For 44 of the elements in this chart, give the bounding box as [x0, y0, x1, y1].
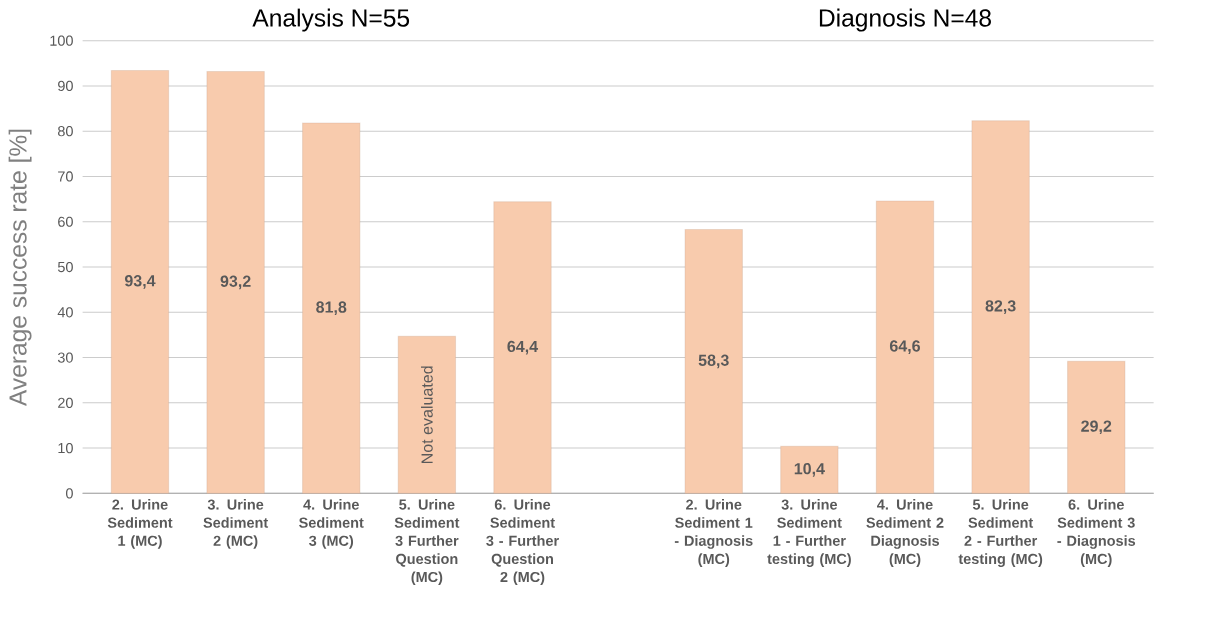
- bar: [780, 445, 839, 494]
- text: Analysis N=55: [252, 8, 410, 32]
- y-tick-label: 70: [58, 171, 73, 182]
- y-tick-label: 80: [58, 126, 73, 137]
- x-tick-label: 5. Urine Sediment 2 - Further testing (MC): [958, 499, 1043, 567]
- data-label: 58,3: [698, 354, 729, 369]
- x-tick-label: 6. Urine Sediment 3 - Further Question 2 (MC): [486, 499, 559, 586]
- y-tick-label: 20: [58, 397, 73, 408]
- y-tick-label: 90: [58, 80, 73, 92]
- y-tick-label: 40: [57, 307, 73, 318]
- bar: [110, 70, 170, 494]
- bar: [875, 200, 935, 494]
- data-label: 10,4: [794, 463, 825, 477]
- data-label: 29,2: [1081, 420, 1112, 435]
- data-label: 93,2: [220, 275, 251, 290]
- y-tick-label: 50: [57, 261, 73, 273]
- bar: [1067, 360, 1126, 494]
- y-tick-label: 60: [58, 216, 73, 227]
- bar: [397, 335, 457, 494]
- x-tick-label: 4. Urine Sediment 2 Diagnosis (MC): [866, 499, 944, 567]
- bar: [493, 201, 552, 494]
- x-tick-label: 4. Urine Sediment 3 (MC): [299, 499, 364, 549]
- text: Diagnosis N=48: [819, 8, 991, 32]
- bar: [302, 122, 361, 494]
- bar: [206, 70, 265, 494]
- x-tick-label: 3. Urine Sediment 1 - Further testing (MC): [767, 499, 851, 567]
- data-label: 82,3: [985, 300, 1016, 314]
- y-tick-label: 30: [57, 352, 73, 363]
- data-label: 64,6: [889, 340, 920, 354]
- data-label: Not evaluated: [421, 366, 433, 464]
- x-tick-label: 2. Urine Sediment 1 (MC): [107, 499, 173, 549]
- data-label: 64,4: [507, 340, 539, 355]
- y-tick-label: 100: [50, 35, 73, 46]
- bar: [684, 228, 743, 494]
- x-tick-label: 2. Urine Sediment 1 - Diagnosis (MC): [674, 499, 753, 567]
- data-label: 93,4: [124, 275, 156, 289]
- data-label: 81,8: [316, 301, 347, 316]
- x-tick-label: 6. Urine Sediment 3 - Diagnosis (MC): [1057, 499, 1136, 567]
- x-tick-label: 5. Urine Sediment 3 Further Question (MC): [394, 499, 460, 586]
- y-tick-label: 0: [65, 488, 73, 499]
- y-axis-title: Average success rate [%]: [8, 129, 32, 407]
- bar: [971, 120, 1030, 494]
- x-tick-label: 3. Urine Sediment 2 (MC): [203, 499, 269, 549]
- y-tick-label: 10: [58, 442, 73, 454]
